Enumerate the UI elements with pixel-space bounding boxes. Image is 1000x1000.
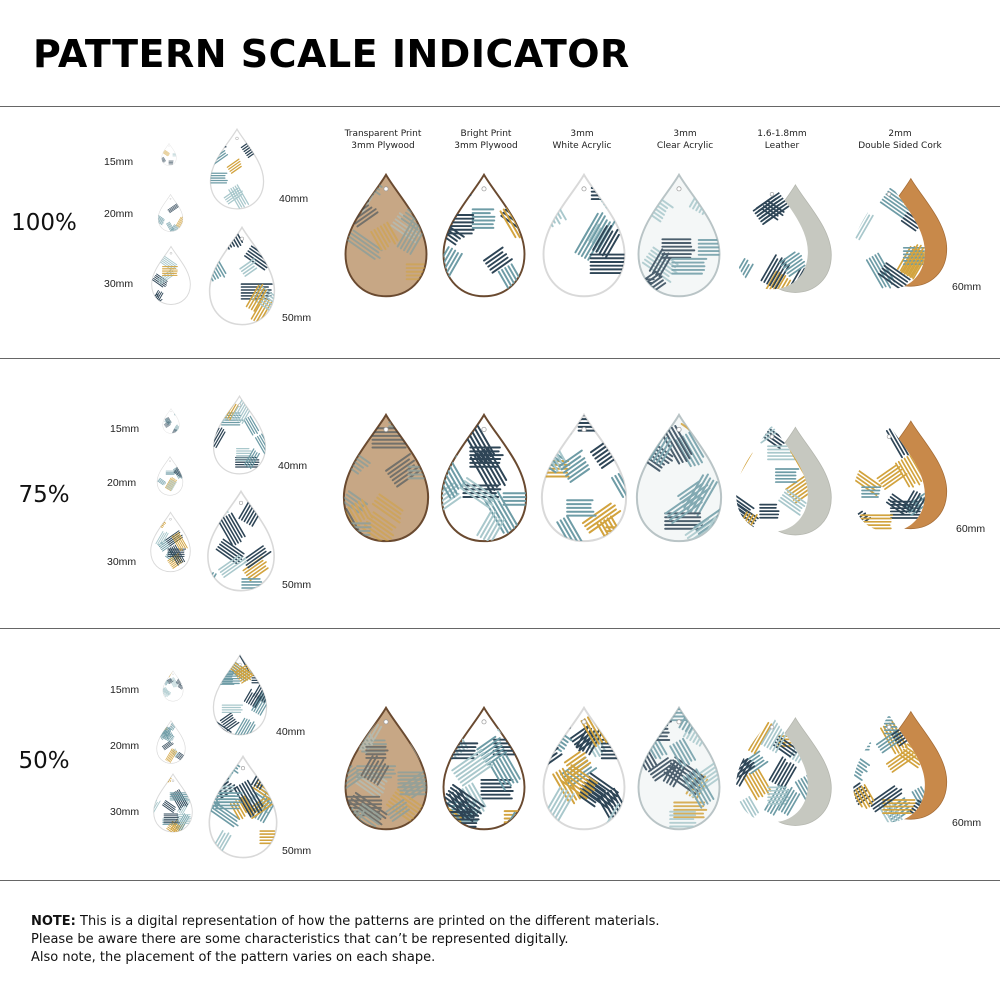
size-swatch-15mm bbox=[162, 408, 180, 434]
note-line: This is a digital representation of how … bbox=[75, 914, 660, 929]
note-line: Also note, the placement of the pattern … bbox=[31, 950, 436, 965]
divider bbox=[0, 106, 1000, 107]
divider bbox=[0, 880, 1000, 881]
size-label: 40mm bbox=[278, 460, 308, 472]
size-label: 20mm bbox=[107, 477, 137, 489]
material-header: 2mm Double Sided Cork bbox=[845, 128, 955, 152]
material-header: 3mm Clear Acrylic bbox=[630, 128, 740, 152]
size-swatch-50mm bbox=[208, 754, 278, 859]
material-spec: 3mm Plywood bbox=[454, 141, 518, 151]
size-label: 50mm bbox=[282, 845, 312, 857]
material-swatch bbox=[540, 412, 628, 543]
divider bbox=[0, 358, 1000, 359]
material-swatch bbox=[344, 172, 428, 298]
material-swatch bbox=[736, 181, 832, 293]
material-swatch bbox=[853, 710, 948, 823]
material-swatch bbox=[542, 172, 626, 298]
size-swatch-50mm bbox=[207, 489, 275, 592]
size-label: 50mm bbox=[282, 579, 312, 591]
note-label: NOTE: bbox=[31, 914, 76, 929]
material-swatch bbox=[440, 412, 528, 543]
footnote: NOTE: This is a digital representation o… bbox=[31, 913, 931, 967]
material-spec: White Acrylic bbox=[552, 141, 612, 151]
material-spec: 3mm Plywood bbox=[351, 141, 415, 151]
size-swatch-30mm bbox=[153, 773, 193, 833]
material-swatch bbox=[637, 705, 721, 831]
material-swatch bbox=[635, 412, 723, 543]
material-name: Bright Print bbox=[460, 129, 512, 139]
material-swatch bbox=[342, 412, 430, 543]
material-header: 3mm White Acrylic bbox=[527, 128, 637, 152]
page-title: PATTERN SCALE INDICATOR bbox=[33, 32, 630, 76]
scale-percent: 50% bbox=[18, 748, 70, 774]
material-swatch bbox=[736, 424, 832, 536]
scale-percent: 100% bbox=[11, 210, 77, 236]
material-swatch bbox=[736, 714, 832, 826]
size-label: 40mm bbox=[276, 726, 306, 738]
size-label: 30mm bbox=[110, 806, 140, 818]
size-swatch-15mm bbox=[162, 670, 184, 702]
material-header: Transparent Print 3mm Plywood bbox=[328, 128, 438, 152]
material-header: 1.6-1.8mm Leather bbox=[727, 128, 837, 152]
size-swatch-20mm bbox=[156, 456, 184, 496]
size-label: 30mm bbox=[104, 278, 134, 290]
material-name: 3mm bbox=[673, 129, 697, 139]
size-label: 20mm bbox=[104, 208, 134, 220]
size-swatch-40mm bbox=[212, 653, 268, 736]
material-spec: Clear Acrylic bbox=[656, 141, 714, 151]
material-swatch bbox=[442, 705, 526, 831]
material-header: Bright Print 3mm Plywood bbox=[431, 128, 541, 152]
material-swatch bbox=[853, 420, 948, 532]
size-swatch-30mm bbox=[150, 511, 191, 573]
material-swatch bbox=[442, 172, 526, 298]
scale-percent: 75% bbox=[18, 482, 70, 508]
size-swatch-40mm bbox=[212, 394, 267, 475]
size-label: 40mm bbox=[279, 193, 309, 205]
material-spec: Double Sided Cork bbox=[858, 141, 942, 151]
size-swatch-40mm bbox=[209, 127, 265, 210]
material-swatch bbox=[344, 705, 428, 831]
material-name: 1.6-1.8mm bbox=[757, 129, 807, 139]
size-swatch-15mm bbox=[161, 143, 177, 166]
material-swatch bbox=[637, 172, 721, 298]
size-label: 15mm bbox=[110, 684, 140, 696]
material-name: 3mm bbox=[570, 129, 594, 139]
size-label: 30mm bbox=[107, 556, 137, 568]
size-swatch-20mm bbox=[156, 719, 186, 764]
material-size-label: 60mm bbox=[956, 523, 986, 535]
material-name: Transparent Print bbox=[344, 129, 422, 139]
size-swatch-20mm bbox=[157, 193, 184, 232]
material-size-label: 60mm bbox=[952, 817, 982, 829]
material-size-label: 60mm bbox=[952, 281, 982, 293]
size-swatch-50mm bbox=[208, 225, 276, 326]
material-swatch bbox=[542, 705, 626, 831]
note-line: Please be aware there are some character… bbox=[31, 932, 569, 947]
material-name: 2mm bbox=[888, 129, 912, 139]
material-swatch bbox=[853, 177, 948, 290]
size-label: 20mm bbox=[110, 740, 140, 752]
size-label: 15mm bbox=[110, 423, 140, 435]
size-swatch-30mm bbox=[151, 245, 191, 305]
material-spec: Leather bbox=[764, 141, 800, 151]
size-label: 15mm bbox=[104, 156, 134, 168]
divider bbox=[0, 628, 1000, 629]
size-label: 50mm bbox=[282, 312, 312, 324]
